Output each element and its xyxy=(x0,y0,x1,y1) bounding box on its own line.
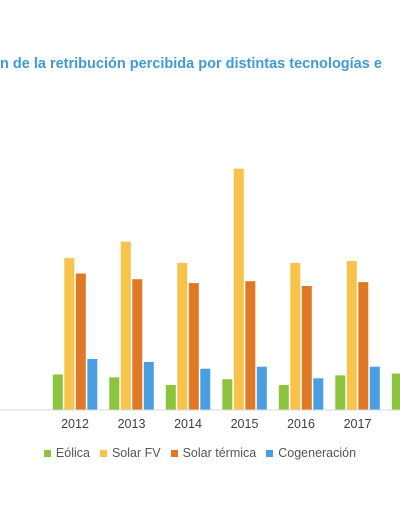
bar-2012-eólica xyxy=(52,374,63,410)
bar-2012-solar-térmica xyxy=(75,273,86,410)
bar-2012-cogeneración xyxy=(87,359,98,410)
legend-item: Eólica xyxy=(43,446,90,460)
legend-swatch xyxy=(266,449,274,457)
bar-2015-eólica xyxy=(222,379,233,410)
bar-2016-eólica xyxy=(278,385,289,410)
bar-2015-solar-térmica xyxy=(245,281,256,410)
chart-title: n de la retribución percibida por distin… xyxy=(0,56,382,72)
x-tick-label: 2012 xyxy=(61,417,89,431)
bar-2017-eólica xyxy=(335,375,346,410)
bar-2015-cogeneración xyxy=(256,366,267,410)
x-tick-label: 2013 xyxy=(118,417,146,431)
bar-2017-solar-térmica xyxy=(358,282,369,410)
legend-label: Solar FV xyxy=(111,446,161,460)
bar-2013-cogeneración xyxy=(143,361,154,410)
x-tick-label: 2016 xyxy=(287,417,315,431)
legend-swatch xyxy=(170,449,178,457)
bar-2014-solar-fv xyxy=(177,262,188,410)
legend-item: Cogeneración xyxy=(266,446,356,460)
x-tick-label: 2014 xyxy=(174,417,202,431)
bar-2017-solar-fv xyxy=(346,261,357,410)
bar-2016-cogeneración xyxy=(313,378,324,410)
legend-label: Eólica xyxy=(55,446,90,460)
bar-2014-eólica xyxy=(165,385,176,410)
bar-2013-solar-fv xyxy=(120,241,131,410)
bar-2017-cogeneración xyxy=(369,366,380,410)
legend: Eólica Solar FV Solar térmica Cogeneración xyxy=(0,446,400,460)
bar-2013-solar-térmica xyxy=(132,279,143,410)
bar-2012-solar-fv xyxy=(64,258,75,410)
bar-2016-solar-térmica xyxy=(301,286,312,410)
bar-2016-solar-fv xyxy=(290,262,301,410)
x-tick-labels: 2012201320142015201620172018 xyxy=(61,417,372,431)
legend-label: Cogeneración xyxy=(278,446,357,460)
bars-group xyxy=(52,168,400,410)
bar-2013-eólica xyxy=(109,377,120,410)
legend-label: Solar térmica xyxy=(182,446,257,460)
bar-2015-solar-fv xyxy=(233,168,244,410)
x-tick-label: 2015 xyxy=(231,417,259,431)
legend-swatch xyxy=(43,449,51,457)
legend-item: Solar FV xyxy=(99,446,161,460)
bar-2014-cogeneración xyxy=(200,368,211,410)
bar-2014-solar-térmica xyxy=(188,283,199,410)
bar-2018-eólica xyxy=(391,373,400,410)
x-tick-label: 2017 xyxy=(344,417,372,431)
legend-item: Solar térmica xyxy=(170,446,257,460)
legend-swatch xyxy=(99,449,107,457)
